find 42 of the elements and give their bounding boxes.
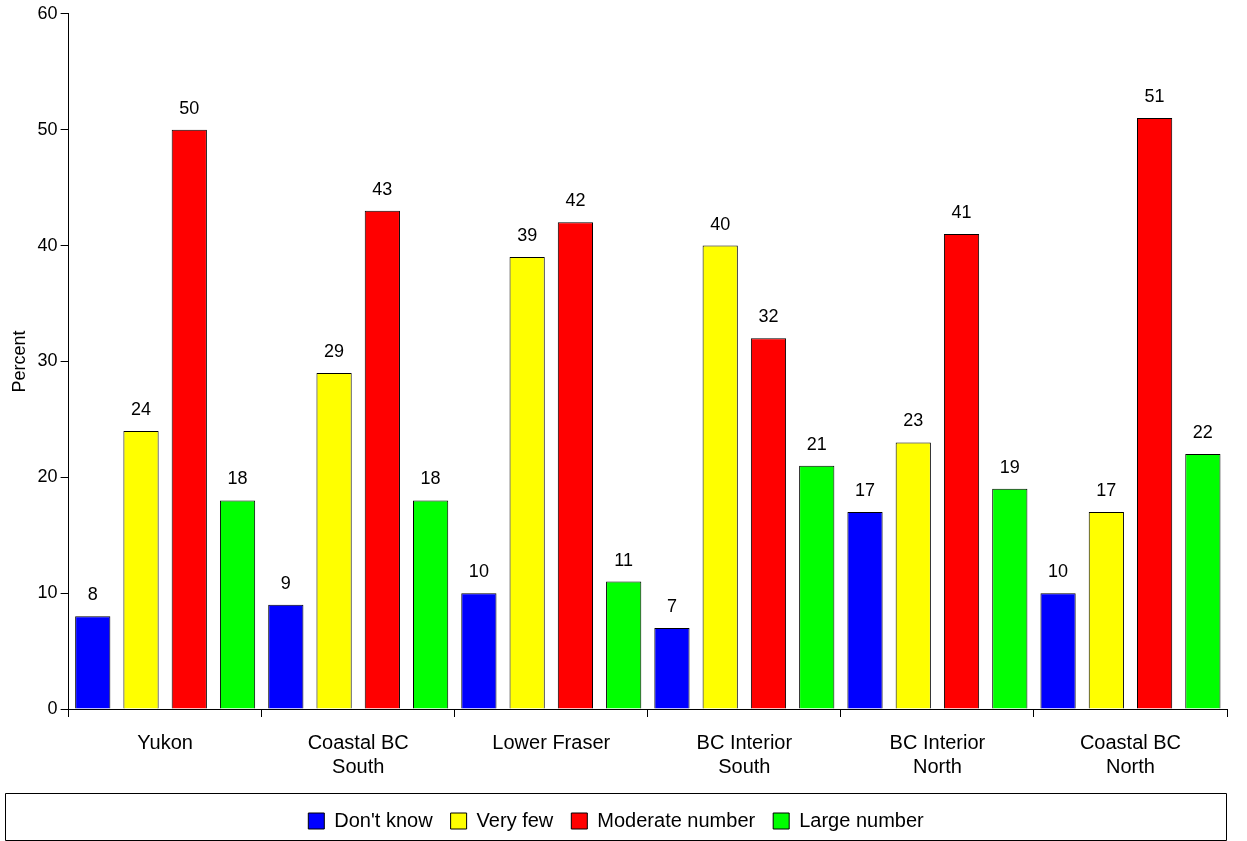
legend-label: Don't know — [334, 808, 434, 831]
y-tick-label: 10 — [37, 582, 58, 603]
data-label: 17 — [1096, 480, 1117, 500]
data-label: 10 — [1048, 561, 1069, 582]
legend-label: Moderate number — [597, 808, 756, 831]
data-label: 29 — [324, 340, 345, 361]
data-label: 32 — [758, 306, 779, 327]
data-label: 23 — [903, 410, 924, 431]
x-tick-label: BC Interior North — [889, 730, 986, 777]
data-label: 40 — [710, 213, 731, 234]
x-tick-label: Coastal BC North — [1079, 730, 1182, 777]
legend-label: Large number — [799, 808, 925, 831]
data-label: 8 — [87, 584, 98, 605]
data-label: 51 — [1144, 86, 1165, 107]
y-axis-title: Percent — [8, 330, 29, 393]
y-tick-label: 40 — [37, 234, 58, 255]
data-label: 18 — [420, 468, 441, 489]
x-tick-label: Yukon — [137, 730, 193, 753]
data-label: 21 — [806, 433, 827, 454]
data-label: 42 — [565, 190, 586, 211]
data-label: 9 — [280, 572, 291, 593]
data-label: 50 — [179, 97, 200, 118]
x-tick-label: BC Interior South — [696, 730, 793, 777]
x-tick-label: Lower Fraser — [492, 730, 611, 753]
data-label: 24 — [131, 398, 152, 419]
data-label: 43 — [372, 178, 393, 199]
y-tick-label: 60 — [37, 2, 58, 23]
legend-label: Very few — [476, 808, 554, 831]
data-label: 7 — [666, 595, 677, 616]
data-label: 11 — [614, 549, 634, 570]
data-label: 39 — [517, 225, 538, 246]
data-label: 18 — [227, 468, 248, 489]
data-label: 10 — [468, 561, 489, 582]
y-tick-label: 30 — [37, 350, 58, 371]
data-label: 41 — [951, 201, 972, 222]
data-label: 22 — [1192, 422, 1213, 443]
y-tick-label: 0 — [47, 697, 58, 718]
data-label: 19 — [999, 456, 1020, 477]
y-tick-label: 50 — [37, 118, 58, 139]
y-tick-label: 20 — [37, 466, 58, 487]
x-tick-label: Coastal BC South — [307, 730, 409, 777]
data-label: 17 — [854, 480, 876, 500]
